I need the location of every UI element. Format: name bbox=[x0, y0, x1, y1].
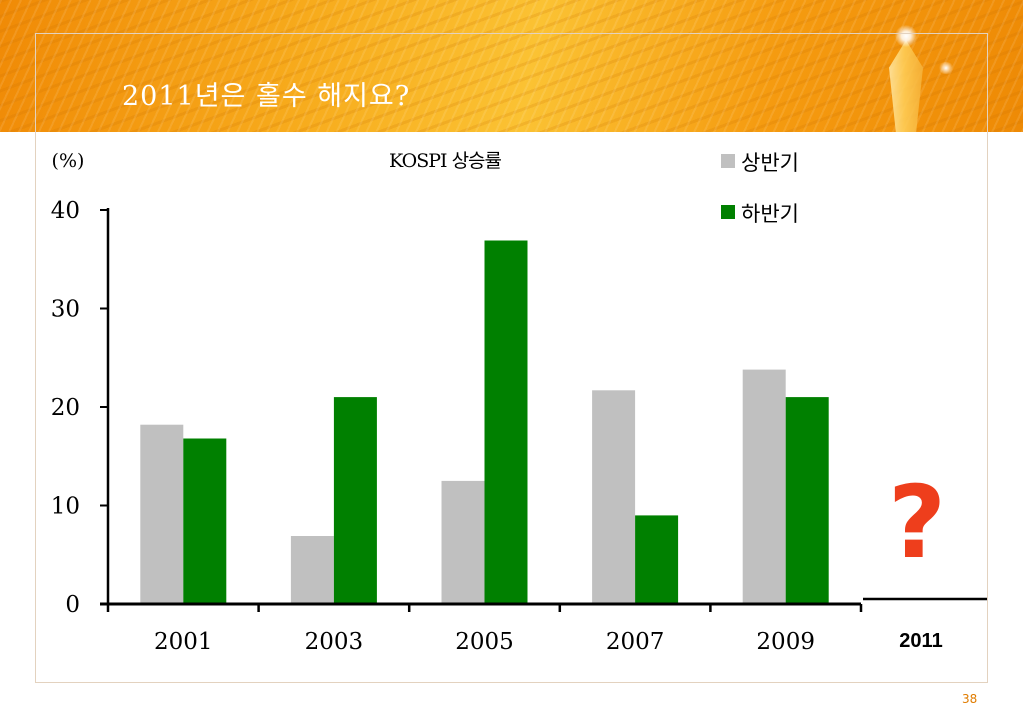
y-tick-label-40: 40 bbox=[51, 198, 80, 224]
light-spot-decoration bbox=[938, 62, 954, 74]
slide-title: 2011년은 홀수 해지요? bbox=[122, 81, 411, 112]
x-ticks-layer: 2001 2003 2005 2007 2009 bbox=[106, 604, 863, 655]
page-number: 38 bbox=[962, 692, 978, 706]
x-tick-label-2009: 2009 bbox=[756, 629, 815, 655]
bar-first-half-2001 bbox=[140, 424, 184, 604]
bar-second-half-2007 bbox=[635, 515, 679, 604]
y-ticks-layer: 0 10 20 30 40 bbox=[51, 198, 108, 618]
bar-first-half-2009 bbox=[742, 369, 786, 604]
chart-title: KOSPI 상승률 bbox=[389, 150, 502, 172]
y-tick-label-10: 10 bbox=[51, 494, 80, 520]
bar-first-half-2007 bbox=[592, 390, 636, 604]
x-tick-label-2005: 2005 bbox=[455, 629, 514, 655]
x-tick-label-2007: 2007 bbox=[606, 629, 665, 655]
legend-label-second-half: 하반기 bbox=[741, 202, 799, 226]
bars-layer bbox=[140, 240, 829, 604]
legend-swatch-first-half bbox=[721, 154, 735, 168]
bar-first-half-2003 bbox=[290, 536, 334, 604]
y-axis-unit-label: (%) bbox=[52, 150, 85, 172]
bar-second-half-2001 bbox=[183, 438, 227, 604]
legend-label-first-half: 상반기 bbox=[741, 151, 799, 175]
bar-first-half-2005 bbox=[441, 480, 485, 604]
x-tick-label-2003: 2003 bbox=[305, 629, 364, 655]
y-tick-label-30: 30 bbox=[51, 297, 80, 323]
y-tick-label-0: 0 bbox=[65, 592, 80, 618]
header-band bbox=[0, 0, 1023, 132]
chart-legend: 상반기 하반기 bbox=[721, 151, 799, 226]
y-tick-label-20: 20 bbox=[51, 395, 80, 421]
question-mark-annotation: ? bbox=[888, 464, 946, 581]
bar-second-half-2003 bbox=[333, 397, 377, 604]
bar-second-half-2009 bbox=[785, 397, 829, 604]
sparkle-icon bbox=[895, 25, 917, 47]
legend-swatch-second-half bbox=[721, 205, 735, 219]
x-tick-label-2011: 2011 bbox=[899, 630, 942, 652]
slide-frame bbox=[35, 33, 988, 683]
bar-second-half-2005 bbox=[484, 240, 528, 604]
x-tick-label-2001: 2001 bbox=[154, 629, 213, 655]
